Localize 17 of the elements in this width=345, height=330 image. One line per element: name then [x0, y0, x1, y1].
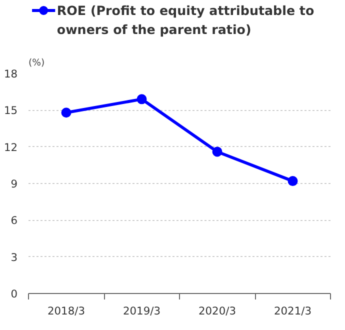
point [61, 108, 72, 118]
y-tick-label: 3 [10, 250, 18, 264]
point [212, 146, 222, 157]
y-axis-title: (%) [28, 58, 45, 68]
y-tick-label: 18 [4, 68, 18, 80]
x-tick-label: 2020/3 [198, 304, 236, 318]
y-tick-label: 9 [10, 178, 18, 190]
y-tick-label: 0 [10, 288, 18, 300]
y-tick-label: 6 [10, 214, 18, 228]
x-tick-label: 2018/3 [48, 304, 86, 318]
x-tick-label: 2019/3 [123, 304, 161, 318]
y-tick-label: 15 [4, 104, 18, 118]
x-tick-label: 2021/3 [274, 304, 312, 318]
point [136, 94, 147, 104]
y-tick-label: 12 [4, 140, 18, 154]
legend-label: ROE (Profit to equity attributable to owners of the parent ratio) [56, 3, 314, 37]
point [288, 176, 298, 186]
